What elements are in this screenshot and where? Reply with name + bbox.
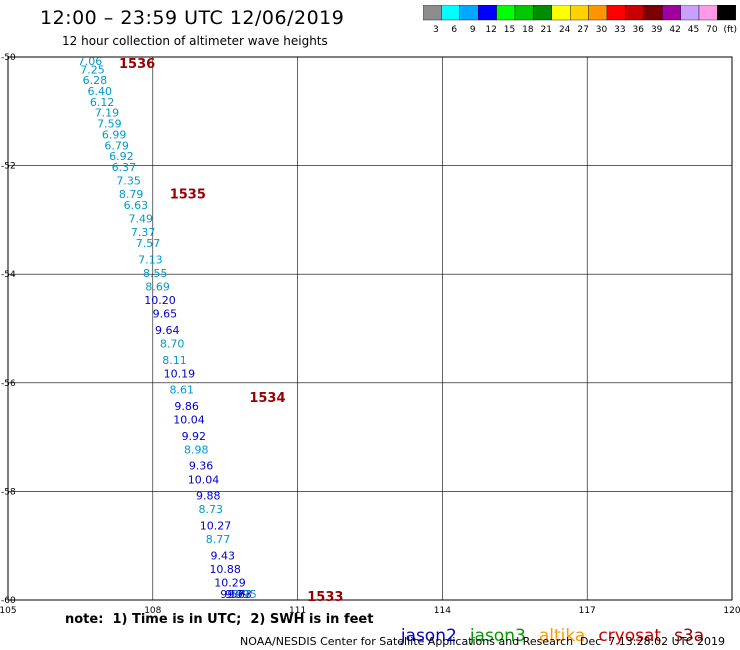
wave-height-point: 9.99 (225, 588, 250, 601)
wave-height-point: 8.69 (145, 280, 170, 293)
legend-altika: altika (538, 626, 586, 646)
colorbar-legend: 3 6 9 12 15 18 21 24 27 30 33 36 39 42 45 70 (ft) (423, 5, 737, 35)
footnote: note: 1) Time is in UTC; 2) SWH is in fe… (65, 612, 374, 627)
colorbar-label: 9 (470, 25, 476, 35)
wave-height-point: 8.61 (170, 384, 195, 397)
colorbar-label: (ft) (723, 25, 737, 35)
wave-height-point: 10.20 (144, 294, 176, 307)
y-tick-label: -50 (1, 53, 16, 63)
wave-height-point: 10.27 (200, 519, 232, 532)
colorbar-label: 45 (688, 25, 699, 35)
credit-text: NOAA/NESDIS Center for Satellite Applica… (240, 635, 574, 648)
wave-height-point: 10.19 (164, 367, 196, 380)
wave-height-point: 7.25 (80, 63, 105, 76)
colorbar-label: 3 (433, 25, 439, 35)
wave-height-point: 7.35 (116, 175, 141, 188)
wave-height-point: 9.57 (220, 588, 245, 601)
wave-height-point: 7.37 (131, 226, 156, 239)
wave-height-point: 6.28 (83, 74, 108, 87)
pass-time-label: 1535 (170, 187, 206, 202)
colorbar-label: 12 (485, 25, 496, 35)
wave-height-point: 6.40 (87, 85, 112, 98)
wave-height-point: 9.36 (189, 460, 214, 473)
colorbar-label: 6 (451, 25, 457, 35)
pass-time-label: 1533 (307, 590, 343, 605)
wave-height-point: 6.37 (112, 161, 137, 174)
colorbar-label: 21 (541, 25, 552, 35)
wave-height-point: 10.88 (209, 563, 241, 576)
wave-height-point: 6.99 (102, 128, 127, 141)
legend-s3a: s3a (674, 626, 705, 646)
colorbar-label: 42 (669, 25, 680, 35)
wave-height-point: 7.59 (97, 118, 122, 131)
y-tick-label: -52 (1, 162, 16, 172)
wave-height-point: 7.06 (78, 55, 103, 68)
y-tick-label: -58 (1, 487, 16, 497)
colorbar-swatch (717, 5, 736, 21)
y-tick-label: -60 (1, 596, 16, 606)
colorbar-label: 39 (651, 25, 663, 35)
wave-height-point: 8.77 (206, 533, 231, 546)
wave-height-point: 8.75 (232, 588, 257, 601)
wave-height-point: 8.73 (198, 503, 223, 516)
colorbar-label: 36 (633, 25, 645, 35)
x-tick-label: 108 (144, 606, 161, 616)
x-tick-label: 114 (434, 606, 451, 616)
wave-height-point: 6.79 (104, 139, 129, 152)
wave-height-point: 8.55 (143, 267, 168, 280)
legend-jason2: jason2 (400, 626, 457, 646)
wave-height-point: 8.79 (119, 188, 144, 201)
colorbar-label: 33 (614, 25, 625, 35)
wave-height-point: 10.04 (188, 473, 220, 486)
plot-frame (7, 56, 733, 601)
legend-cryosat: cryosat (598, 626, 662, 646)
wave-height-point: 7.19 (95, 107, 120, 120)
pass-time-label: 1534 (249, 391, 285, 406)
wave-height-point: 10.29 (214, 576, 246, 589)
x-tick-label: 105 (0, 606, 17, 616)
colorbar-label: 18 (522, 25, 534, 35)
y-tick-label: -56 (1, 379, 16, 389)
wave-height-point: 6.92 (109, 150, 134, 163)
colorbar-label: 24 (559, 25, 571, 35)
wave-height-point: 8.70 (160, 338, 185, 351)
wave-height-point: 6.12 (90, 96, 115, 109)
chart-title: 12:00 – 23:59 UTC 12/06/2019 (40, 7, 345, 29)
wave-height-point: 9.92 (182, 430, 207, 443)
generated-timestamp: Dec 7 13:28:02 UTC 2019 (580, 635, 725, 648)
wave-height-point: 6.63 (124, 199, 149, 212)
wave-height-point: 9.65 (153, 308, 178, 321)
wave-height-point: 10.04 (173, 414, 205, 427)
colorbar-label: 70 (706, 25, 718, 35)
pass-time-label: 1536 (119, 57, 155, 72)
colorbar-label: 27 (577, 25, 588, 35)
x-tick-label: 111 (289, 606, 306, 616)
y-tick-label: -54 (1, 270, 16, 280)
wave-height-point: 7.13 (138, 253, 163, 266)
x-tick-label: 120 (723, 606, 740, 616)
chart-subtitle: 12 hour collection of altimeter wave hei… (62, 34, 328, 48)
wave-height-point: 8.11 (162, 354, 187, 367)
wave-height-point: 7.57 (136, 237, 161, 250)
satellite-legend: jason2 jason3 altika cryosat s3a (390, 606, 717, 646)
x-tick-label: 117 (579, 606, 596, 616)
wave-height-point: 9.63 (227, 588, 252, 601)
wave-height-point: 9.88 (196, 490, 221, 503)
wave-height-point: 9.43 (211, 549, 236, 562)
colorbar-label: 15 (504, 25, 515, 35)
wave-height-point: 7.49 (128, 213, 153, 226)
wave-height-point: 9.86 (174, 400, 199, 413)
wave-height-point: 9.64 (155, 324, 180, 337)
wave-height-point: 8.98 (184, 443, 209, 456)
legend-jason3: jason3 (469, 626, 526, 646)
colorbar-label: 30 (596, 25, 608, 35)
